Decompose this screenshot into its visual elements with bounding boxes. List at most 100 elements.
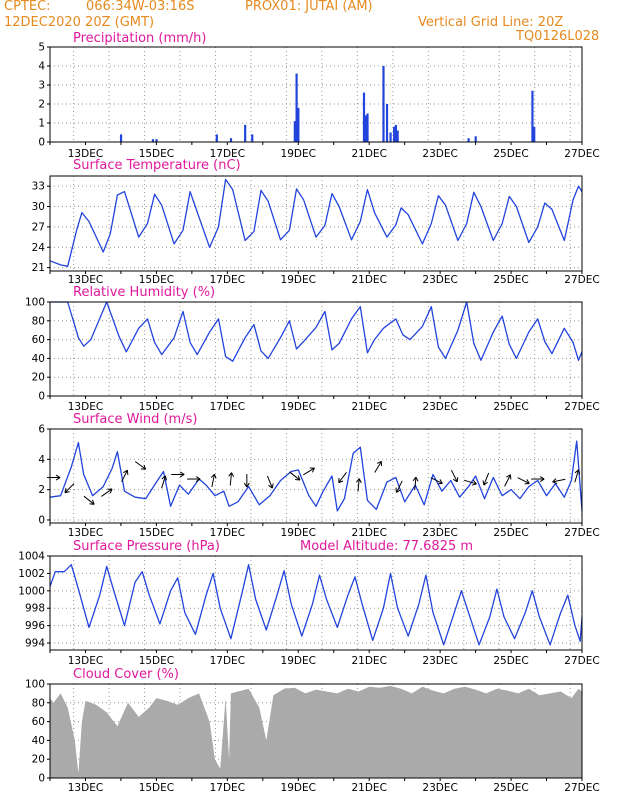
temperature-panel: 21 24 27 30 33 13DEC 15DEC 17DEC 19DEC 21DEC 23DEC… bbox=[32, 158, 600, 286]
precipitation-xtick-label: 13DEC bbox=[68, 148, 103, 160]
precipitation-bar bbox=[393, 126, 396, 142]
wind-arrow bbox=[47, 474, 61, 481]
precipitation-bar bbox=[533, 126, 536, 142]
wind-ytick-label: 4 bbox=[38, 454, 45, 466]
wind-xtick-label: 19DEC bbox=[281, 527, 316, 539]
wind-arrow bbox=[482, 472, 490, 486]
precipitation-bar bbox=[229, 138, 233, 142]
precipitation-ytick-label: 0 bbox=[38, 137, 45, 149]
header-source: CPTEC: bbox=[4, 0, 51, 14]
temperature-xtick-label: 15DEC bbox=[139, 274, 174, 286]
header: CPTEC: 066:34W-03:16S PROX01: JUTAI (AM)… bbox=[0, 0, 618, 50]
precipitation-ytick-label: 3 bbox=[38, 80, 45, 92]
temperature-frame bbox=[49, 175, 583, 272]
wind-ytick-label: 0 bbox=[38, 514, 45, 526]
wind-arrow bbox=[210, 473, 217, 488]
wind-xtick-label: 21DEC bbox=[351, 527, 386, 539]
wind-xtick-label: 27DEC bbox=[564, 527, 599, 539]
cloud-cover-ytick-label: 20 bbox=[32, 754, 45, 766]
precipitation-bar bbox=[119, 134, 123, 142]
temperature-ytick-label: 24 bbox=[32, 242, 46, 254]
wind-arrow bbox=[101, 488, 113, 497]
wind-xtick-label: 15DEC bbox=[139, 527, 174, 539]
precipitation-xtick-label: 15DEC bbox=[139, 148, 174, 160]
precipitation-ytick-label: 4 bbox=[38, 61, 45, 73]
precipitation-bar bbox=[244, 124, 247, 142]
temperature-title: Surface Temperature (nC) bbox=[73, 158, 241, 173]
cloud-cover-panel: 0 20 40 60 80 100 13DEC 15DEC 17DEC 19DEC 21DEC 23D… bbox=[25, 667, 600, 794]
wind-ytick-label: 6 bbox=[38, 424, 45, 436]
pressure-xtick-label: 23DEC bbox=[422, 655, 457, 667]
wind-xtick-label: 25DEC bbox=[493, 527, 528, 539]
pressure-ytick-label: 1002 bbox=[18, 568, 45, 580]
precipitation-bar bbox=[251, 134, 254, 142]
wind-arrow bbox=[171, 471, 185, 478]
temperature-xtick-label: 19DEC bbox=[281, 274, 316, 286]
cloud-cover-xtick-label: 21DEC bbox=[351, 782, 386, 794]
precipitation-bar bbox=[389, 132, 392, 142]
cloud-cover-area bbox=[50, 685, 582, 778]
pressure-xtick-label: 13DEC bbox=[68, 655, 103, 667]
pressure-xtick-label: 19DEC bbox=[281, 655, 316, 667]
temperature-ytick-label: 33 bbox=[32, 181, 45, 193]
humidity-xtick-label: 13DEC bbox=[68, 401, 103, 413]
header-point: PROX01: JUTAI (AM) bbox=[245, 0, 373, 14]
cloud-cover-frame bbox=[49, 683, 583, 779]
wind-xtick-label: 23DEC bbox=[422, 527, 457, 539]
pressure-xtick-label: 25DEC bbox=[493, 655, 528, 667]
precipitation-xtick-label: 17DEC bbox=[210, 148, 245, 160]
precipitation-title: Precipitation (mm/h) bbox=[73, 31, 206, 46]
humidity-xtick-label: 15DEC bbox=[139, 401, 174, 413]
cloud-cover-ytick-label: 60 bbox=[32, 716, 45, 728]
cloud-cover-ytick-label: 0 bbox=[38, 773, 45, 785]
header-vgrid: Vertical Grid Line: 20Z bbox=[418, 15, 564, 30]
cloud-cover-ytick-label: 80 bbox=[32, 697, 45, 709]
wind-arrow bbox=[228, 472, 235, 486]
wind-xtick-label: 17DEC bbox=[210, 527, 245, 539]
pressure-title: Surface Pressure (hPa) bbox=[73, 539, 220, 554]
humidity-line bbox=[50, 301, 583, 362]
wind-ytick-label: 2 bbox=[38, 484, 45, 496]
precipitation-bar bbox=[364, 115, 367, 142]
wind-arrow bbox=[395, 480, 403, 493]
cloud-cover-xtick-label: 19DEC bbox=[281, 782, 316, 794]
temperature-xtick-label: 13DEC bbox=[68, 274, 103, 286]
header-code: TQ0126L028 bbox=[516, 29, 600, 44]
precipitation-ytick-label: 1 bbox=[38, 118, 45, 130]
precipitation-frame bbox=[49, 46, 583, 143]
precipitation-bar bbox=[467, 138, 470, 142]
wind-line bbox=[49, 440, 583, 512]
cloud-cover-xtick-label: 17DEC bbox=[210, 782, 245, 794]
precipitation-xtick-label: 19DEC bbox=[281, 148, 316, 160]
precipitation-bar bbox=[295, 73, 298, 142]
precipitation-bar bbox=[151, 139, 155, 142]
pressure-xtick-label: 27DEC bbox=[564, 655, 599, 667]
precipitation-panel: 0 1 2 3 4 5 13DEC 15DEC 17DEC 19DEC 21DEC 23DEC 25DE… bbox=[38, 31, 599, 160]
humidity-xtick-label: 19DEC bbox=[281, 401, 316, 413]
precipitation-bar bbox=[366, 113, 369, 142]
wind-arrow bbox=[134, 461, 147, 470]
wind-frame bbox=[49, 428, 583, 524]
pressure-xtick-label: 17DEC bbox=[210, 655, 245, 667]
wind-arrow bbox=[450, 469, 459, 483]
wind-arrow bbox=[517, 477, 530, 485]
precipitation-bar bbox=[385, 104, 389, 142]
cloud-cover-ytick-label: 100 bbox=[25, 679, 45, 691]
wind-arrow bbox=[267, 475, 274, 489]
precipitation-xtick-label: 23DEC bbox=[422, 148, 457, 160]
wind-arrow bbox=[412, 476, 419, 491]
humidity-frame bbox=[49, 301, 583, 397]
humidity-xtick-label: 25DEC bbox=[493, 401, 528, 413]
humidity-panel: 0 20 40 60 80 100 13DEC 15DEC 17DEC 19DEC 21DEC 23D… bbox=[25, 285, 600, 413]
precipitation-xtick-label: 25DEC bbox=[493, 148, 528, 160]
precipitation-bar bbox=[396, 130, 399, 142]
precipitation-bar bbox=[215, 134, 218, 142]
wind-arrow bbox=[355, 478, 362, 492]
wind-panel: 0 2 4 6 13DEC 15DEC 17DEC 19DEC 21DEC 23DEC 25DEC 2… bbox=[38, 412, 599, 539]
wind-arrow bbox=[187, 476, 201, 482]
wind-xtick-label: 13DEC bbox=[68, 527, 103, 539]
wind-arrow bbox=[374, 460, 382, 473]
wind-arrow bbox=[463, 479, 477, 486]
precipitation-bar bbox=[155, 139, 158, 142]
